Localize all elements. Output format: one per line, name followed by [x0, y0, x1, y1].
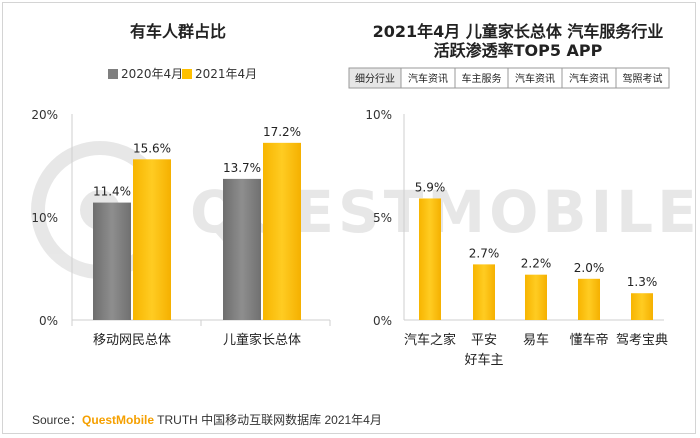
- legend-swatch-2020: [108, 69, 118, 79]
- source-note: Source：QuestMobile TRUTH 中国移动互联网数据库 2021…: [32, 411, 382, 428]
- data-label-2021-0: 15.6%: [133, 141, 171, 155]
- chart-right: 2021年4月 儿童家长总体 汽车服务行业 活跃渗透率TOP5 APP 细分行业…: [348, 22, 670, 368]
- industry-table-border: [348, 67, 670, 89]
- industry-table-cell-4: 汽车资讯: [569, 72, 609, 85]
- bars-left: 11.4% 15.6% 13.7% 17.2%: [93, 125, 301, 320]
- data-label-app-2: 2.2%: [521, 257, 552, 271]
- x-tick-label-left-0: 移动网民总体: [93, 333, 171, 348]
- bar-2020-1: [223, 178, 261, 320]
- y-tick-label-right-1: 5%: [373, 211, 392, 225]
- y-tick-label-left-1: 10%: [31, 211, 58, 225]
- legend-swatch-2021: [182, 69, 192, 79]
- bar-2021-1: [263, 142, 301, 320]
- industry-table-cell-1: 汽车资讯: [408, 72, 448, 85]
- industry-table-cell-2: 车主服务: [462, 72, 502, 85]
- chart-right-title-line-1: 2021年4月 儿童家长总体 汽车服务行业: [373, 22, 664, 41]
- x-tick-label-right-0-0: 汽车之家: [404, 332, 456, 348]
- x-tick-label-right-4-0: 驾考宝典: [616, 333, 668, 348]
- industry-table-first-cell: [349, 68, 402, 88]
- bar-app-4: [631, 293, 653, 320]
- chart-left: 有车人群占比 2020年4月 2021年4月 20% 10% 0% 移动网民总体…: [31, 22, 331, 348]
- chart-right-title-line-2: 活跃渗透率TOP5 APP: [434, 41, 603, 60]
- legend: 2020年4月 2021年4月: [108, 67, 257, 81]
- industry-table: 细分行业 汽车资讯 车主服务 汽车资讯 汽车资讯 驾照考试: [348, 67, 670, 89]
- chart-frame: [2, 2, 696, 434]
- bar-app-3: [578, 278, 600, 320]
- x-tick-label-right-3-0: 懂车帝: [569, 332, 608, 348]
- y-tick-label-left-0: 20%: [31, 108, 58, 122]
- data-label-app-1: 2.7%: [469, 246, 500, 260]
- x-tick-label-right-1-1: 好车主: [464, 352, 503, 368]
- legend-label-2020: 2020年4月: [121, 67, 183, 81]
- x-tick-label-right-1-0: 平安: [471, 333, 497, 348]
- bar-app-2: [525, 274, 547, 320]
- y-tick-label-right-0: 10%: [365, 108, 392, 122]
- data-label-app-3: 2.0%: [574, 261, 605, 275]
- data-label-2020-0: 11.4%: [93, 185, 131, 199]
- source-brand: QuestMobile: [82, 413, 155, 427]
- industry-table-cell-0: 细分行业: [355, 72, 395, 85]
- x-tick-label-right-2-0: 易车: [523, 332, 549, 348]
- data-label-app-0: 5.9%: [415, 180, 446, 194]
- industry-table-cell-3: 汽车资讯: [515, 72, 555, 85]
- source-prefix: Source：: [32, 413, 83, 427]
- bar-app-1: [473, 264, 495, 320]
- y-tick-label-left-2: 0%: [39, 314, 58, 328]
- bar-app-0: [419, 198, 441, 320]
- y-tick-label-right-2: 0%: [373, 314, 392, 328]
- x-tick-label-left-1: 儿童家长总体: [223, 332, 301, 348]
- industry-table-cell-5: 驾照考试: [623, 72, 663, 85]
- bar-2021-0: [133, 159, 171, 320]
- legend-label-2021: 2021年4月: [195, 67, 257, 81]
- data-label-2021-1: 17.2%: [263, 125, 301, 139]
- chart-left-title: 有车人群占比: [130, 22, 226, 41]
- data-label-app-4: 1.3%: [627, 275, 658, 289]
- bar-2020-0: [93, 202, 131, 320]
- data-label-2020-1: 13.7%: [223, 161, 261, 175]
- source-suffix: TRUTH 中国移动互联网数据库 2021年4月: [154, 413, 382, 427]
